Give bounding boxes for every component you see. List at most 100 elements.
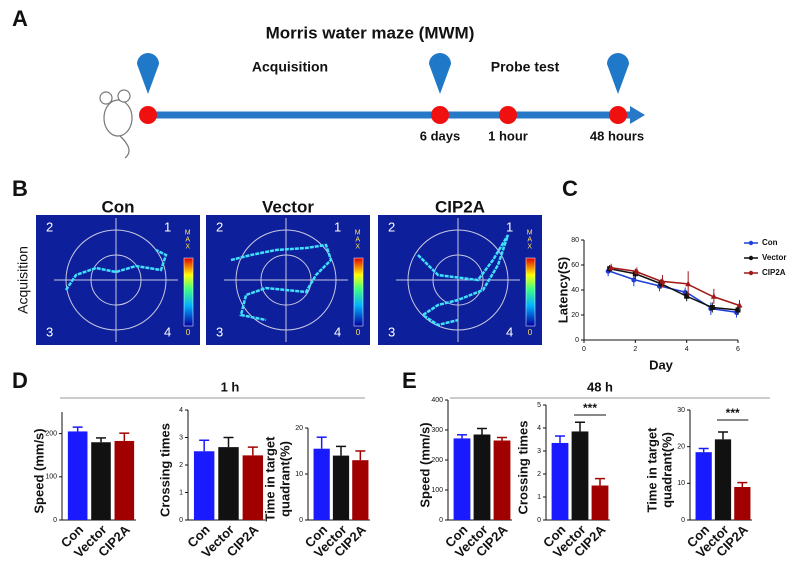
y-tick-label: 2 <box>179 462 183 469</box>
colorbar-min: 0 <box>186 328 191 337</box>
y-tick-label: 5 <box>537 402 541 409</box>
y-tick-label: 10 <box>677 480 685 487</box>
bar <box>453 438 471 520</box>
y-tick-label: 20 <box>571 312 579 319</box>
y-tick-label: 0 <box>537 517 541 524</box>
bar <box>91 442 111 520</box>
swim-path <box>417 234 510 327</box>
track-title: Con <box>101 197 134 216</box>
colorbar-max: MAX <box>354 230 361 251</box>
colorbar-max: MAX <box>526 230 533 251</box>
timeline-title: Morris water maze (MWM) <box>266 23 475 42</box>
bar <box>473 434 491 520</box>
y-tick-label: 4 <box>179 407 183 414</box>
panel-label: B <box>12 176 28 201</box>
y-axis-label: Crossing times <box>157 423 172 517</box>
phase-label: Acquisition <box>252 59 328 75</box>
legend-marker <box>748 255 754 261</box>
quadrant-label: 2 <box>46 219 53 234</box>
y-tick-label: 200 <box>45 430 57 437</box>
group-title: 1 h <box>221 379 240 394</box>
row-label: Acquisition <box>15 246 31 314</box>
bar <box>591 485 609 520</box>
y-tick-label: 60 <box>571 262 579 269</box>
y-tick-label: 2 <box>537 471 541 478</box>
bar <box>218 447 239 520</box>
quadrant-label: 2 <box>388 219 395 234</box>
quadrant-label: 4 <box>506 324 513 339</box>
y-tick-label: 20 <box>677 444 685 451</box>
point-label: 6 days <box>420 128 460 143</box>
y-axis-label: Time in target <box>644 427 659 513</box>
y-tick-label: 0 <box>179 517 183 524</box>
y-axis-label: quadrant(%) <box>659 432 674 508</box>
bar <box>734 487 751 520</box>
colorbar-min: 0 <box>528 328 533 337</box>
quadrant-label: 1 <box>506 219 513 234</box>
bar <box>493 440 511 520</box>
marker <box>709 305 715 310</box>
marker <box>736 302 743 308</box>
y-tick-label: 3 <box>179 434 183 441</box>
y-axis-label: Time in target <box>262 436 277 522</box>
legend-marker <box>748 270 754 276</box>
y-tick-label: 40 <box>571 287 579 294</box>
bar <box>332 455 350 520</box>
colorbar <box>353 257 364 327</box>
x-tick-label: 2 <box>633 346 637 353</box>
panel-label: E <box>402 368 417 393</box>
bar <box>695 452 712 520</box>
legend-label: CIP2A <box>762 268 786 277</box>
marker <box>685 280 692 287</box>
y-tick-label: 0 <box>575 337 579 344</box>
significance-label: *** <box>726 406 740 420</box>
bar <box>714 439 732 520</box>
quadrant-label: 1 <box>334 219 341 234</box>
group-title: 48 h <box>587 379 613 394</box>
y-tick-label: 200 <box>431 457 443 464</box>
quadrant-label: 1 <box>164 219 171 234</box>
y-tick-label: 0 <box>299 517 303 524</box>
swim-path <box>64 248 168 291</box>
panel-label: C <box>562 176 578 201</box>
significance-label: *** <box>583 401 597 415</box>
legend-label: Vector <box>762 253 786 262</box>
y-tick-label: 300 <box>431 427 443 434</box>
colorbar <box>525 257 536 327</box>
y-tick-label: 0 <box>439 517 443 524</box>
colorbar <box>183 257 194 327</box>
y-tick-label: 0 <box>53 517 57 524</box>
marker <box>684 293 690 299</box>
track-title: Vector <box>262 197 314 216</box>
marker <box>608 264 615 270</box>
y-tick-label: 1 <box>179 489 183 496</box>
y-tick-label: 100 <box>431 487 443 494</box>
y-tick-label: 20 <box>295 425 303 432</box>
timeline-arrow <box>630 106 645 124</box>
point-label: 48 hours <box>590 128 644 143</box>
marker <box>659 278 666 284</box>
x-axis-label: Day <box>649 357 674 372</box>
quadrant-label: 2 <box>216 219 223 234</box>
y-tick-label: 3 <box>537 448 541 455</box>
x-tick-label: 4 <box>685 346 689 353</box>
y-axis-label: Crossing times <box>515 421 530 515</box>
legend-label: Con <box>762 238 778 247</box>
pins <box>137 53 629 94</box>
quadrant-label: 4 <box>334 324 341 339</box>
mouse-icon <box>99 89 133 159</box>
swim-path <box>230 243 333 322</box>
point-label: 1 hour <box>488 128 528 143</box>
x-tick-label: 0 <box>582 346 586 353</box>
track-title: CIP2A <box>435 197 485 216</box>
y-axis-label: Speed (mm/s) <box>417 422 432 507</box>
colorbar-min: 0 <box>356 328 361 337</box>
colorbar-max: MAX <box>184 230 191 251</box>
legend-marker <box>748 240 754 246</box>
bar <box>67 431 88 520</box>
y-axis-label: Speed (mm/s) <box>31 428 46 513</box>
panel-label: D <box>12 368 28 393</box>
y-axis-label: Latency(S) <box>555 257 570 323</box>
panel-label: A <box>12 6 28 31</box>
